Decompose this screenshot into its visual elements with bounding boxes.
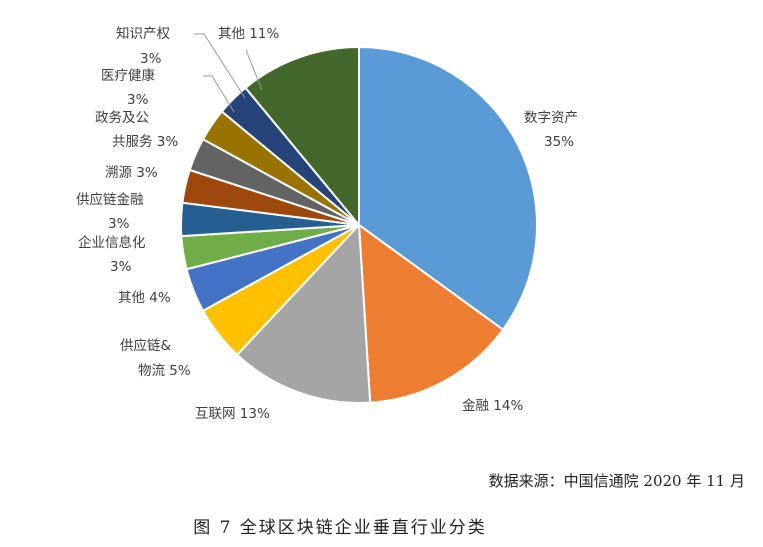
slice-label: 物流 5% bbox=[138, 363, 191, 379]
slice-label: 其他 4% bbox=[118, 290, 171, 306]
slice-label: 其他 11% bbox=[218, 26, 279, 42]
slice-label: 3% bbox=[108, 216, 130, 232]
pie-slice bbox=[244, 45, 360, 228]
slice-label: 3% bbox=[110, 259, 132, 275]
source-note: 数据来源：中国信通院 2020 年 11 月 bbox=[488, 472, 745, 490]
slice-label: 供应链金融 bbox=[76, 191, 144, 208]
slice-label: 3% bbox=[127, 92, 149, 108]
pie-slices bbox=[180, 45, 538, 404]
slice-label: 医疗健康 bbox=[101, 67, 155, 84]
slice-label: 金融 14% bbox=[462, 398, 523, 414]
slice-label: 互联网 13% bbox=[195, 406, 270, 422]
slice-label: 企业信息化 bbox=[78, 234, 146, 251]
label-leader-line bbox=[245, 49, 263, 91]
slice-label: 知识产权 bbox=[116, 25, 170, 42]
slice-label: 溯源 3% bbox=[105, 165, 158, 181]
slice-label: 共服务 3% bbox=[112, 134, 178, 150]
slice-label: 3% bbox=[140, 51, 162, 67]
pie-slice bbox=[357, 222, 505, 404]
figure-caption: 图 7 全球区块链企业垂直行业分类 bbox=[193, 518, 487, 538]
pie-slice bbox=[235, 222, 372, 404]
slice-label: 供应链& bbox=[120, 337, 171, 354]
slice-label: 数字资产 bbox=[524, 110, 578, 126]
slice-labels: 数字资产 35% 金融 14% 互联网 13% 供应链&物流 5% 其他 4% 企业信息化 3… bbox=[76, 25, 578, 422]
pie-slice bbox=[358, 45, 538, 332]
slice-label: 35% bbox=[544, 134, 574, 150]
label-leader-line bbox=[194, 33, 246, 99]
label-leader-line bbox=[203, 75, 235, 113]
slice-label: 政务及公 bbox=[95, 110, 149, 126]
